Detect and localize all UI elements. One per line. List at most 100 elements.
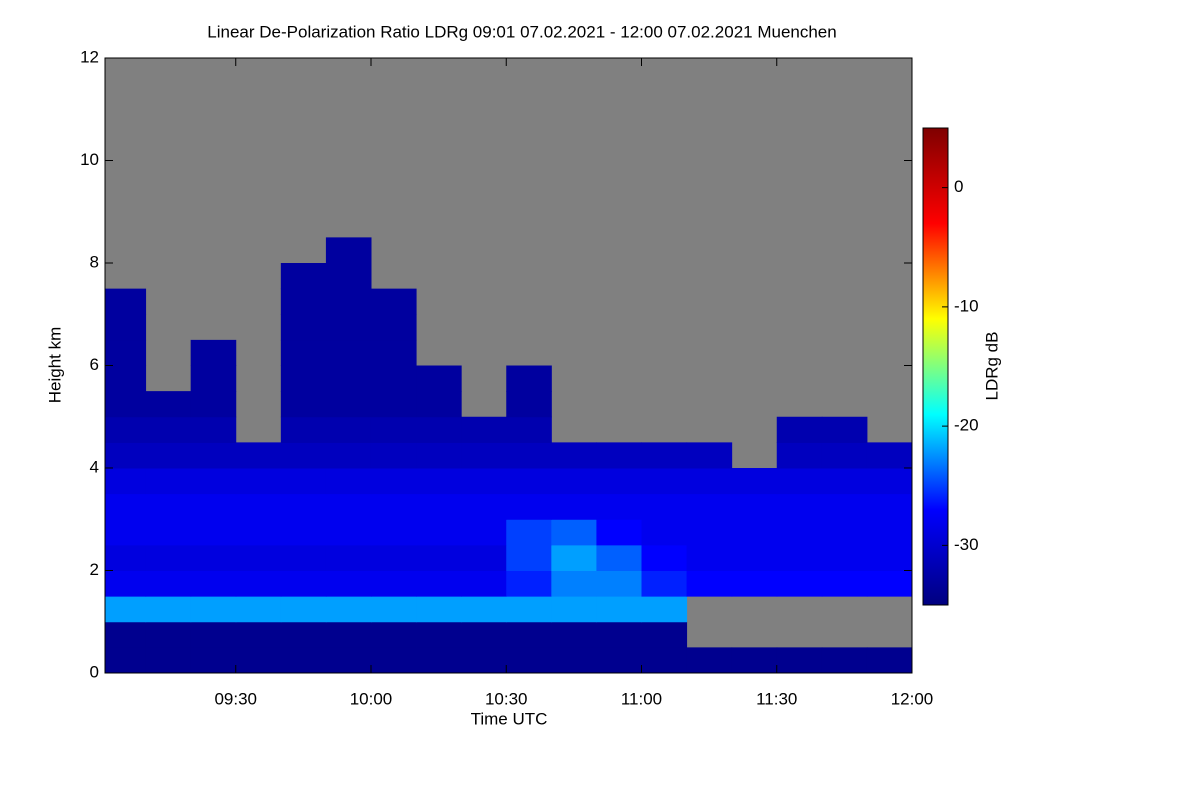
y-tick-label: 10 [80,150,99,169]
heatmap-cell [461,570,507,597]
colorbar-tick-label: -30 [954,535,979,554]
heatmap-cell [190,544,237,571]
heatmap-cell [370,621,417,648]
heatmap-cell [596,519,642,546]
heatmap-cell [145,442,192,469]
heatmap-cell [235,493,282,520]
heatmap-cell [731,468,778,495]
x-tick-label: 09:30 [214,689,257,708]
heatmap-cell [821,544,868,571]
heatmap-cell [325,519,372,546]
heatmap-cell [325,468,372,495]
heatmap-cell [686,544,733,571]
heatmap-cell [641,493,688,520]
heatmap-cell [506,493,552,520]
heatmap-cell [325,365,372,392]
heatmap-cell [641,544,688,571]
heatmap-cell [416,544,462,571]
heatmap-cell [190,442,237,469]
heatmap-cell [105,596,147,623]
heatmap-cell [776,442,823,469]
heatmap-cell [551,570,597,597]
heatmap-cell [280,442,327,469]
x-tick-label: 12:00 [891,689,934,708]
heatmap-cell [461,519,507,546]
heatmap-cell [776,493,823,520]
heatmap-cell [506,570,552,597]
heatmap-cell [280,647,327,674]
heatmap-cell [551,468,597,495]
heatmap-cell [145,416,192,443]
heatmap-cell [325,314,372,341]
heatmap-cell [105,391,147,418]
heatmap-cell [461,544,507,571]
heatmap-cell [551,596,597,623]
y-tick-label: 0 [90,662,99,681]
heatmap-cell [776,519,823,546]
heatmap-cell [641,621,688,648]
heatmap-cell [105,288,147,315]
heatmap-cell [280,596,327,623]
heatmap-cell [866,570,913,597]
heatmap-cell [416,647,462,674]
chart-title: Linear De-Polarization Ratio LDRg 09:01 … [207,22,836,41]
heatmap-cell [866,468,913,495]
heatmap-cell [190,365,237,392]
colorbar [922,127,949,606]
heatmap-cell [235,621,282,648]
heatmap-cell [461,621,507,648]
heatmap-cell [551,621,597,648]
heatmap-cell [416,519,462,546]
heatmap-cell [596,442,642,469]
heatmap-cell [370,570,417,597]
heatmap-cell [190,596,237,623]
colorbar-tick-label: -10 [954,296,979,315]
heatmap-cell [145,468,192,495]
heatmap-cell [145,493,192,520]
heatmap-cell [325,544,372,571]
heatmap-cell [325,263,372,290]
heatmap-cell [461,416,507,443]
heatmap-cell [641,442,688,469]
heatmap-cell [416,570,462,597]
heatmap-cell [280,288,327,315]
heatmap-cell [506,365,552,392]
heatmap-cell [105,442,147,469]
heatmap-cell [776,570,823,597]
heatmap-cell [686,647,733,674]
heatmap-cell [370,314,417,341]
heatmap-cell [370,519,417,546]
heatmap-cell [280,339,327,366]
heatmap-cell [325,339,372,366]
heatmap-cell [416,621,462,648]
heatmap-cell [145,570,192,597]
heatmap-cell [821,416,868,443]
heatmap-cell [280,416,327,443]
heatmap-cell [596,570,642,597]
heatmap-cell [190,416,237,443]
heatmap-cell [416,468,462,495]
heatmap-cell [325,288,372,315]
heatmap-cell [866,519,913,546]
x-tick-label: 11:30 [756,689,797,708]
heatmap-cell [461,468,507,495]
heatmap-cell [145,544,192,571]
heatmap-cell [506,442,552,469]
y-tick-label: 12 [80,47,99,66]
heatmap-cell [145,519,192,546]
heatmap-cell [596,544,642,571]
heatmap-cell [506,416,552,443]
colorbar-tick-label: 0 [954,177,963,196]
heatmap-cell [325,416,372,443]
heatmap-cell [506,621,552,648]
heatmap-cell [866,647,913,674]
heatmap-cell [416,442,462,469]
heatmap-cell [280,570,327,597]
heatmap-cell [105,339,147,366]
heatmap-cell [416,416,462,443]
y-tick-label: 4 [90,457,99,476]
heatmap-cell [596,493,642,520]
y-tick-label: 8 [90,252,99,271]
y-tick-label: 2 [90,560,99,579]
heatmap-cell [596,647,642,674]
